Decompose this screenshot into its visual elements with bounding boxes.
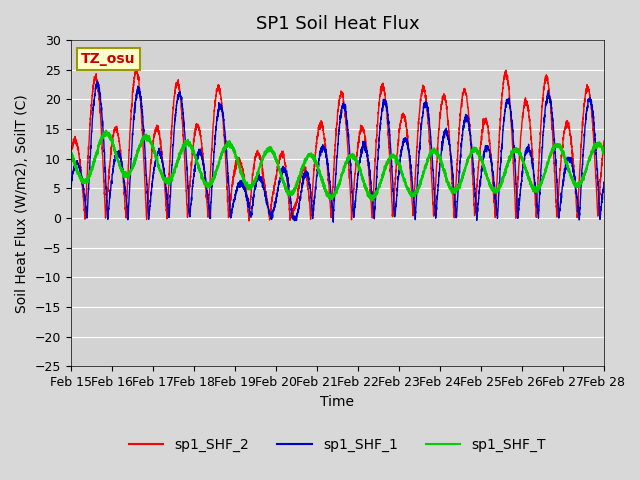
sp1_SHF_T bbox=[567, 174, 575, 180]
Text: TZ_osu: TZ_osu bbox=[81, 52, 136, 66]
sp1_SHF_1 bbox=[200, 166, 208, 171]
Title: SP1 Soil Heat Flux: SP1 Soil Heat Flux bbox=[255, 15, 419, 33]
Legend: sp1_SHF_2, sp1_SHF_1, sp1_SHF_T: sp1_SHF_2, sp1_SHF_1, sp1_SHF_T bbox=[123, 432, 552, 457]
sp1_SHF_2 bbox=[200, 167, 208, 173]
sp1_SHF_T bbox=[67, 149, 74, 155]
X-axis label: Time: Time bbox=[321, 395, 355, 408]
sp1_SHF_1 bbox=[67, 186, 74, 192]
sp1_SHF_1 bbox=[567, 155, 575, 161]
sp1_SHF_T bbox=[200, 178, 208, 184]
sp1_SHF_2 bbox=[132, 65, 140, 71]
sp1_SHF_1 bbox=[322, 154, 330, 159]
sp1_SHF_T bbox=[227, 142, 235, 148]
sp1_SHF_T bbox=[102, 128, 110, 133]
sp1_SHF_1 bbox=[330, 219, 337, 225]
sp1_SHF_2 bbox=[323, 149, 330, 155]
sp1_SHF_T bbox=[322, 187, 330, 192]
sp1_SHF_T bbox=[191, 153, 199, 158]
sp1_SHF_T bbox=[369, 198, 376, 204]
sp1_SHF_2 bbox=[237, 160, 244, 166]
sp1_SHF_1 bbox=[227, 214, 235, 220]
sp1_SHF_1 bbox=[237, 180, 244, 186]
sp1_SHF_2 bbox=[67, 152, 74, 157]
sp1_SHF_T bbox=[237, 169, 244, 175]
sp1_SHF_2 bbox=[567, 138, 575, 144]
sp1_SHF_1 bbox=[191, 168, 199, 174]
sp1_SHF_2 bbox=[227, 192, 235, 197]
Line: sp1_SHF_1: sp1_SHF_1 bbox=[70, 81, 604, 222]
sp1_SHF_T bbox=[600, 150, 608, 156]
sp1_SHF_2 bbox=[191, 131, 199, 137]
Line: sp1_SHF_T: sp1_SHF_T bbox=[70, 131, 604, 201]
Line: sp1_SHF_2: sp1_SHF_2 bbox=[70, 68, 604, 221]
Y-axis label: Soil Heat Flux (W/m2), SoilT (C): Soil Heat Flux (W/m2), SoilT (C) bbox=[15, 94, 29, 312]
sp1_SHF_2 bbox=[245, 218, 253, 224]
sp1_SHF_1 bbox=[93, 78, 101, 84]
sp1_SHF_1 bbox=[600, 180, 608, 185]
sp1_SHF_2 bbox=[600, 138, 608, 144]
